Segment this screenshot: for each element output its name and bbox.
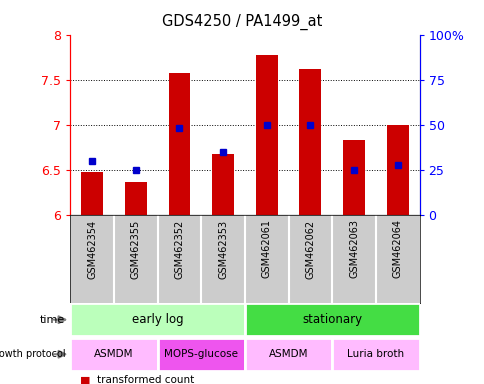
Text: time: time [40, 314, 65, 325]
Bar [342, 140, 364, 215]
Text: GSM462353: GSM462353 [218, 220, 227, 278]
Bar [70, 338, 157, 371]
Text: GSM462352: GSM462352 [174, 220, 184, 279]
Bar [299, 69, 320, 215]
Text: GSM462355: GSM462355 [131, 220, 140, 279]
Text: GDS4250 / PA1499_at: GDS4250 / PA1499_at [162, 13, 322, 30]
Text: ASMDM: ASMDM [94, 349, 134, 359]
Text: MOPS-glucose: MOPS-glucose [164, 349, 238, 359]
Bar [332, 338, 419, 371]
Text: ASMDM: ASMDM [268, 349, 308, 359]
Text: ■: ■ [80, 375, 91, 384]
Bar [255, 55, 277, 215]
Bar [124, 182, 146, 215]
Bar [244, 338, 332, 371]
Text: GSM462062: GSM462062 [305, 220, 315, 278]
Bar [244, 303, 419, 336]
Text: GSM462064: GSM462064 [392, 220, 402, 278]
Bar [168, 73, 190, 215]
Text: growth protocol: growth protocol [0, 349, 65, 359]
Text: transformed count: transformed count [97, 375, 194, 384]
Bar [70, 303, 244, 336]
Text: Luria broth: Luria broth [347, 349, 404, 359]
Bar [157, 338, 244, 371]
Text: GSM462061: GSM462061 [261, 220, 271, 278]
Bar [386, 125, 408, 215]
Text: stationary: stationary [302, 313, 362, 326]
Text: early log: early log [132, 313, 183, 326]
Bar [212, 154, 233, 215]
Text: GSM462354: GSM462354 [87, 220, 97, 278]
Bar [81, 172, 103, 215]
Text: GSM462063: GSM462063 [348, 220, 358, 278]
